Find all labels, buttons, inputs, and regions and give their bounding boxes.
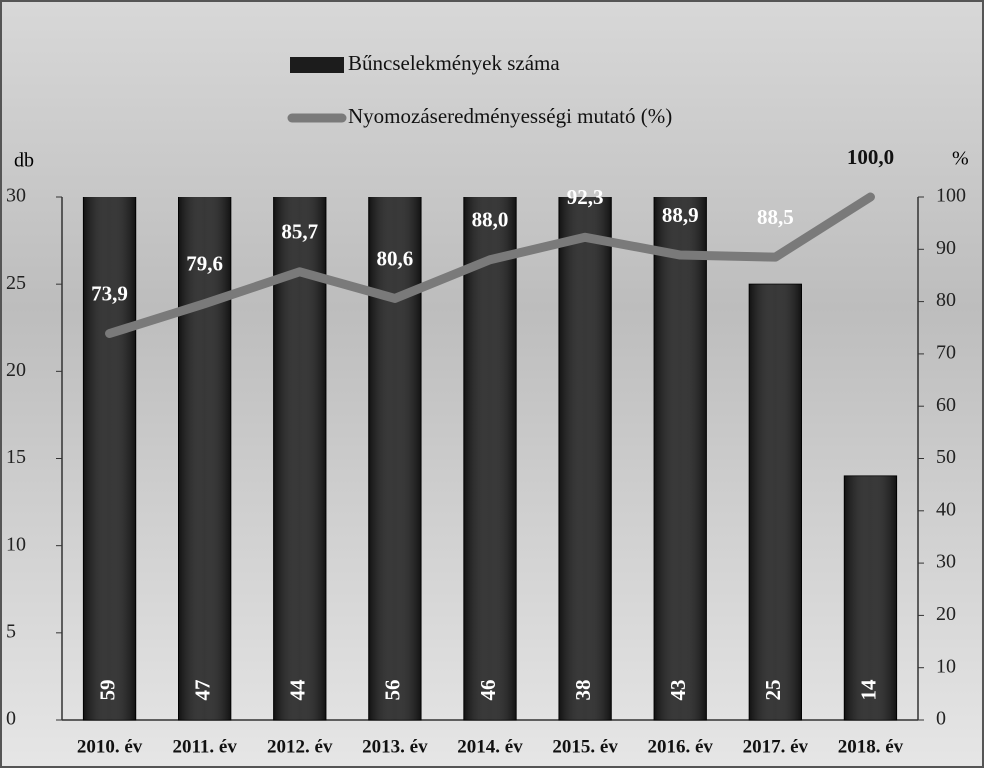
bar-value-label: 43 [666,680,690,701]
y2-tick-label: 30 [936,551,956,573]
plot-area [82,197,898,721]
bar-value-label: 14 [856,679,880,701]
y2-tick-label: 90 [936,237,956,259]
y2-tick-label: 60 [936,394,956,416]
y-tick-label: 0 [6,708,16,730]
bar-value-label: 44 [286,679,310,701]
bar-value-label: 59 [95,680,119,701]
bar-shade [273,197,326,720]
bar-shade [178,197,231,721]
x-tick-label: 2010. év [77,736,143,757]
legend-label: Nyomozáseredményességi mutató (%) [348,104,672,128]
line-value-label: 73,9 [91,281,128,305]
y2-tick-label: 70 [936,341,956,363]
line-value-label: 88,5 [757,205,794,229]
line [105,192,875,339]
bar-shade [83,197,136,720]
bar-value-label: 46 [476,680,500,701]
y-axis-label: db [14,150,34,172]
bar-shade [844,475,897,720]
y-tick-label: 10 [6,533,26,555]
bar-shade [368,197,422,720]
bar-shade [654,197,707,721]
y2-tick-label: 40 [936,498,956,520]
x-tick-label: 2018. év [838,736,904,757]
y2-tick-label: 20 [936,603,956,625]
y-tick-label: 5 [6,620,16,642]
y-tick-label: 20 [6,359,26,381]
x-tick-label: 2016. év [648,736,714,757]
bar-shade [558,197,612,721]
x-tick-label: 2012. év [267,736,333,757]
line-value-label: 85,7 [281,220,318,244]
bar-value-label: 56 [381,680,405,701]
bar-value-label: 25 [761,680,785,701]
y-tick-label: 25 [6,272,26,294]
line-value-label: 88,0 [472,208,509,232]
legend-marker [290,57,344,73]
line-value-label: 92,3 [567,185,604,209]
y2-tick-label: 10 [936,655,956,677]
y2-axis-label: % [952,148,969,170]
bar-value-label: 38 [571,680,595,701]
x-tick-label: 2011. év [172,736,237,757]
legend-label: Bűncselekmények száma [348,51,560,75]
y-tick-label: 30 [6,185,26,207]
x-tick-label: 2013. év [362,736,428,757]
bar-value-label: 47 [190,680,214,701]
bar-shade [463,197,517,721]
x-tick-label: 2014. év [457,736,523,757]
x-tick-label: 2015. év [552,736,618,757]
line-value-label: 88,9 [662,203,699,227]
y2-tick-label: 100 [936,185,966,207]
y2-tick-label: 80 [936,289,956,311]
line-value-label: 80,6 [377,246,414,270]
y-tick-label: 15 [6,446,26,468]
line-value-label: 79,6 [186,252,223,276]
line-value-label: 100,0 [847,145,894,169]
x-tick-label: 2017. év [743,736,809,757]
y2-tick-label: 50 [936,446,956,468]
bar-shade [749,284,802,720]
y2-tick-label: 0 [936,708,946,730]
